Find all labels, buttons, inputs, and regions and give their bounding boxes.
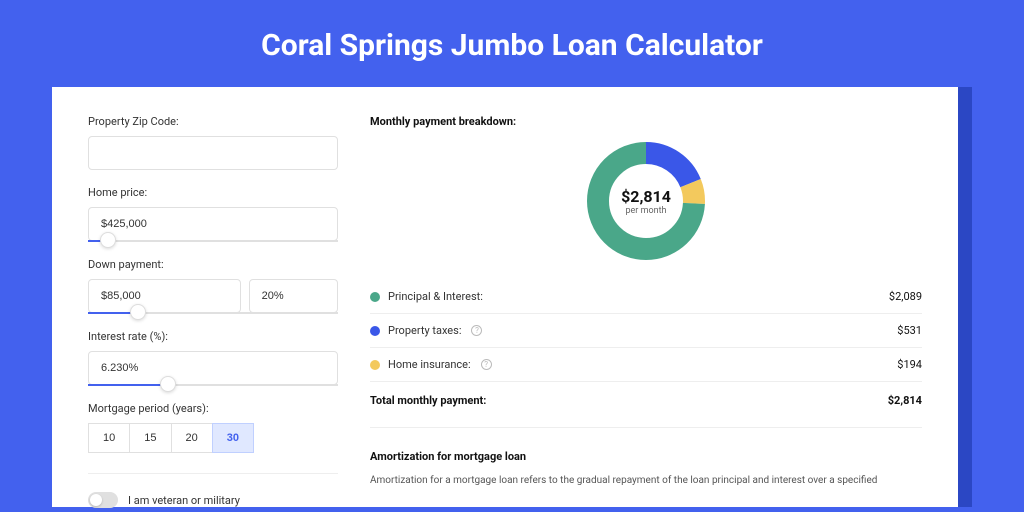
legend-row: Property taxes:? $531 [370,314,922,348]
legend-dot-icon [370,292,380,302]
interest-rate-label: Interest rate (%): [88,330,338,343]
mortgage-period-option-15[interactable]: 15 [129,423,171,453]
home-price-slider-thumb[interactable] [100,232,116,248]
interest-rate-slider-fill [88,384,168,386]
page-title: Coral Springs Jumbo Loan Calculator [0,0,1024,87]
veteran-toggle[interactable] [88,492,118,508]
donut-chart: $2,814 per month [587,142,705,260]
legend-left: Property taxes:? [370,324,482,337]
down-payment-group: Down payment: [88,258,338,314]
home-price-label: Home price: [88,186,338,199]
interest-rate-input[interactable] [88,351,338,385]
zip-label: Property Zip Code: [88,115,338,128]
breakdown-total-value: $2,814 [888,394,922,407]
veteran-toggle-label: I am veteran or military [128,494,240,507]
calculator-card: Property Zip Code: Home price: Down paym… [52,87,958,507]
veteran-toggle-knob [90,494,102,506]
legend-left: Home insurance:? [370,358,492,371]
inputs-column: Property Zip Code: Home price: Down paym… [88,115,338,507]
legend-label: Principal & Interest: [388,290,483,303]
legend-value: $531 [897,324,922,337]
legend-label: Home insurance: [388,358,471,371]
interest-rate-group: Interest rate (%): [88,330,338,386]
mortgage-period-label: Mortgage period (years): [88,402,338,415]
donut-center-value: $2,814 [621,187,671,206]
interest-rate-slider-thumb[interactable] [160,376,176,392]
amortization-text: Amortization for a mortgage loan refers … [370,473,922,488]
legend-value: $194 [897,358,922,371]
mortgage-period-option-30[interactable]: 30 [212,423,254,453]
legend-left: Principal & Interest: [370,290,483,303]
interest-rate-slider[interactable] [88,384,338,386]
zip-input[interactable] [88,136,338,170]
down-payment-amount-input[interactable] [88,279,241,313]
legend-dot-icon [370,326,380,336]
card-shadow: Property Zip Code: Home price: Down paym… [52,87,972,507]
breakdown-total-row: Total monthly payment: $2,814 [370,382,922,419]
down-payment-slider-thumb[interactable] [130,304,146,320]
veteran-toggle-row: I am veteran or military [88,473,338,508]
legend-value: $2,089 [889,290,922,303]
info-icon[interactable]: ? [481,359,492,370]
breakdown-title: Monthly payment breakdown: [370,115,922,128]
zip-field-group: Property Zip Code: [88,115,338,170]
home-price-slider[interactable] [88,240,338,242]
legend-row: Principal & Interest: $2,089 [370,280,922,314]
donut-center-sub: per month [625,206,666,216]
info-icon[interactable]: ? [471,325,482,336]
down-payment-percent-input[interactable] [249,279,338,313]
down-payment-slider[interactable] [88,312,338,314]
down-payment-label: Down payment: [88,258,338,271]
mortgage-period-group: Mortgage period (years): 10152030 [88,402,338,453]
home-price-input[interactable] [88,207,338,241]
mortgage-period-option-20[interactable]: 20 [171,423,213,453]
legend-label: Property taxes: [388,324,461,337]
legend-row: Home insurance:? $194 [370,348,922,382]
donut-center: $2,814 per month [587,142,705,260]
breakdown-total-label: Total monthly payment: [370,394,486,407]
donut-wrap: $2,814 per month [370,138,922,280]
mortgage-period-buttons: 10152030 [88,423,338,453]
legend-dot-icon [370,360,380,370]
mortgage-period-option-10[interactable]: 10 [88,423,130,453]
breakdown-legend: Principal & Interest: $2,089 Property taxe… [370,280,922,382]
breakdown-column: Monthly payment breakdown: $2,814 per mo… [370,115,922,507]
home-price-group: Home price: [88,186,338,242]
amortization-title: Amortization for mortgage loan [370,427,922,463]
